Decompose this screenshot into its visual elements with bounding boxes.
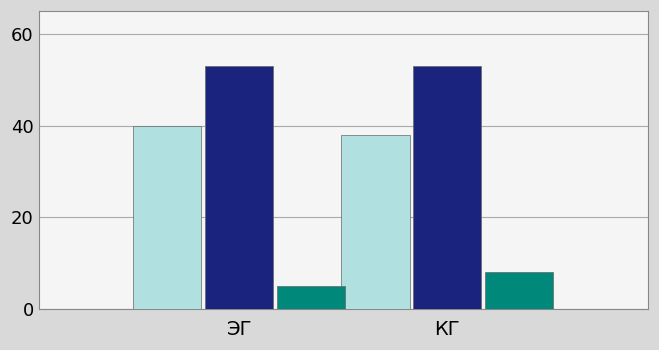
Bar — [413, 66, 482, 309]
Bar — [205, 66, 273, 309]
Bar — [341, 135, 409, 309]
Bar — [133, 126, 202, 309]
Bar — [277, 286, 345, 309]
Bar — [485, 272, 554, 309]
